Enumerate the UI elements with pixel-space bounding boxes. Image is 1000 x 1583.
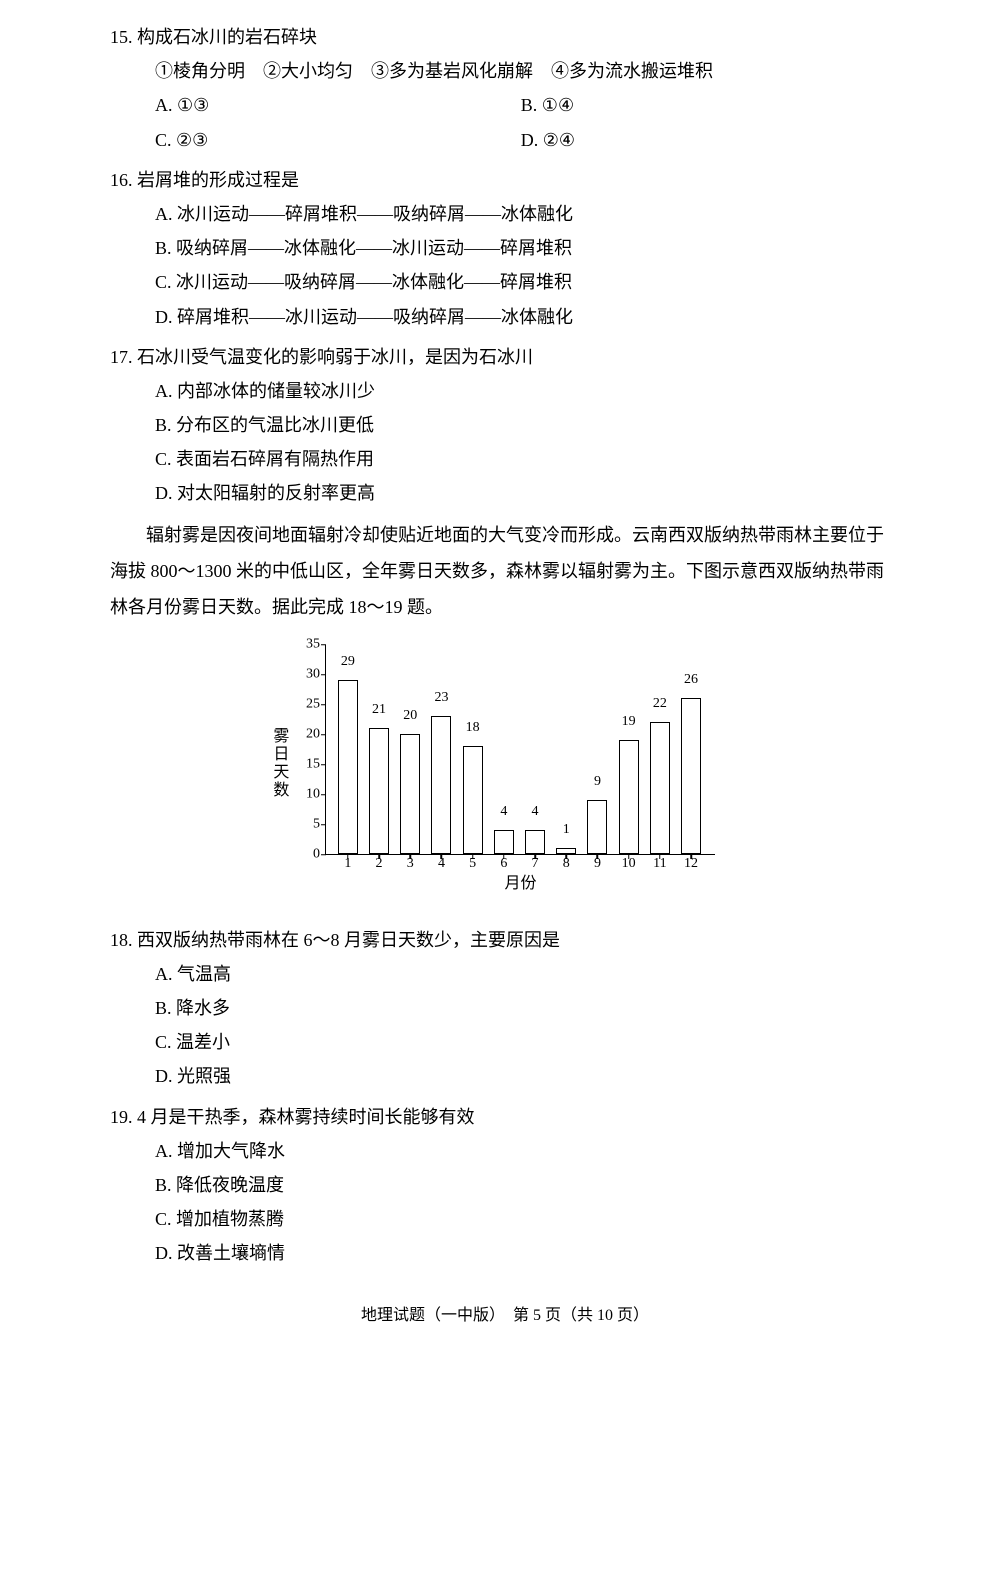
q16-opt-b: B. 吸纳碎屑——冰体融化——冰川运动——碎屑堆积 — [110, 231, 900, 265]
q17-stem: 17. 石冰川受气温变化的影响弱于冰川，是因为石冰川 — [110, 340, 900, 374]
ytick-mark — [321, 794, 326, 796]
ytick-label: 0 — [294, 841, 320, 868]
q16-opt-c: C. 冰川运动——吸纳碎屑——冰体融化——碎屑堆积 — [110, 265, 900, 299]
xtick-mark — [441, 854, 443, 859]
q18-opt-b: B. 降水多 — [110, 991, 900, 1025]
bar-value-label: 26 — [684, 667, 698, 694]
question-17: 17. 石冰川受气温变化的影响弱于冰川，是因为石冰川 A. 内部冰体的储量较冰川… — [110, 340, 900, 511]
bar — [619, 740, 639, 854]
bar — [494, 830, 514, 854]
page-footer: 地理试题（一中版） 第 5 页（共 10 页） — [110, 1301, 900, 1331]
q17-opt-a: A. 内部冰体的储量较冰川少 — [110, 374, 900, 408]
bar — [369, 728, 389, 854]
q15-opt-d: D. ②④ — [521, 123, 900, 157]
question-16: 16. 岩屑堆的形成过程是 A. 冰川运动——碎屑堆积——吸纳碎屑——冰体融化 … — [110, 163, 900, 334]
ytick-mark — [321, 854, 326, 856]
bar-value-label: 20 — [403, 703, 417, 730]
ytick-mark — [321, 764, 326, 766]
xtick-mark — [347, 854, 349, 859]
ytick-label: 30 — [294, 661, 320, 688]
bar-value-label: 23 — [434, 685, 448, 712]
ytick-mark — [321, 824, 326, 826]
q17-opt-c: C. 表面岩石碎屑有隔热作用 — [110, 442, 900, 476]
bar — [650, 722, 670, 854]
bar — [463, 746, 483, 854]
q18-stem: 18. 西双版纳热带雨林在 6～8 月雾日天数少，主要原因是 — [110, 923, 900, 957]
bar — [431, 716, 451, 854]
chart-y-label: 雾日天数 — [263, 727, 293, 799]
xtick-mark — [690, 854, 692, 859]
bar-value-label: 9 — [594, 769, 601, 796]
q19-opt-c: C. 增加植物蒸腾 — [110, 1202, 900, 1236]
xtick-mark — [472, 854, 474, 859]
bar — [587, 800, 607, 854]
xtick-mark — [597, 854, 599, 859]
question-18: 18. 西双版纳热带雨林在 6～8 月雾日天数少，主要原因是 A. 气温高 B.… — [110, 923, 900, 1094]
q15-opt-b: B. ①④ — [521, 88, 900, 122]
bar — [681, 698, 701, 854]
ytick-mark — [321, 734, 326, 736]
ytick-label: 10 — [294, 781, 320, 808]
ytick-mark — [321, 674, 326, 676]
q18-opt-d: D. 光照强 — [110, 1059, 900, 1093]
chart-plot: 月份 0510152025303529121220323418546471899… — [325, 645, 715, 855]
bar — [525, 830, 545, 854]
q17-opt-b: B. 分布区的气温比冰川更低 — [110, 408, 900, 442]
q19-opt-b: B. 降低夜晚温度 — [110, 1168, 900, 1202]
fog-chart: 雾日天数 月份 05101520253035291212203234185464… — [110, 635, 900, 905]
bar-value-label: 21 — [372, 697, 386, 724]
q16-opt-a: A. 冰川运动——碎屑堆积——吸纳碎屑——冰体融化 — [110, 197, 900, 231]
xtick-mark — [409, 854, 411, 859]
q16-opt-d: D. 碎屑堆积——冰川运动——吸纳碎屑——冰体融化 — [110, 300, 900, 334]
ytick-label: 35 — [294, 631, 320, 658]
q15-items: ①棱角分明 ②大小均匀 ③多为基岩风化崩解 ④多为流水搬运堆积 — [110, 54, 900, 88]
bar-value-label: 29 — [341, 649, 355, 676]
xtick-mark — [534, 854, 536, 859]
xtick-mark — [628, 854, 630, 859]
bar — [400, 734, 420, 854]
q15-opt-c: C. ②③ — [110, 123, 521, 157]
xtick-mark — [503, 854, 505, 859]
bar-value-label: 18 — [466, 715, 480, 742]
bar-value-label: 19 — [622, 709, 636, 736]
q16-stem: 16. 岩屑堆的形成过程是 — [110, 163, 900, 197]
ytick-label: 25 — [294, 691, 320, 718]
ytick-label: 5 — [294, 811, 320, 838]
question-15: 15. 构成石冰川的岩石碎块 ①棱角分明 ②大小均匀 ③多为基岩风化崩解 ④多为… — [110, 20, 900, 157]
ytick-mark — [321, 704, 326, 706]
question-19: 19. 4 月是干热季，森林雾持续时间长能够有效 A. 增加大气降水 B. 降低… — [110, 1100, 900, 1271]
q19-opt-a: A. 增加大气降水 — [110, 1134, 900, 1168]
xtick-mark — [378, 854, 380, 859]
bar-value-label: 22 — [653, 691, 667, 718]
ytick-label: 15 — [294, 751, 320, 778]
ytick-mark — [321, 644, 326, 646]
xtick-mark — [565, 854, 567, 859]
ytick-label: 20 — [294, 721, 320, 748]
q19-opt-d: D. 改善土壤墒情 — [110, 1236, 900, 1270]
q15-stem: 15. 构成石冰川的岩石碎块 — [110, 20, 900, 54]
bar-value-label: 1 — [563, 817, 570, 844]
q17-opt-d: D. 对太阳辐射的反射率更高 — [110, 476, 900, 510]
bar-value-label: 4 — [532, 799, 539, 826]
q15-opt-a: A. ①③ — [110, 88, 521, 122]
passage-text: 辐射雾是因夜间地面辐射冷却使贴近地面的大气变冷而形成。云南西双版纳热带雨林主要位… — [110, 517, 900, 625]
xtick-mark — [659, 854, 661, 859]
bar — [338, 680, 358, 854]
q18-opt-a: A. 气温高 — [110, 957, 900, 991]
q19-stem: 19. 4 月是干热季，森林雾持续时间长能够有效 — [110, 1100, 900, 1134]
bar-value-label: 4 — [500, 799, 507, 826]
q18-opt-c: C. 温差小 — [110, 1025, 900, 1059]
